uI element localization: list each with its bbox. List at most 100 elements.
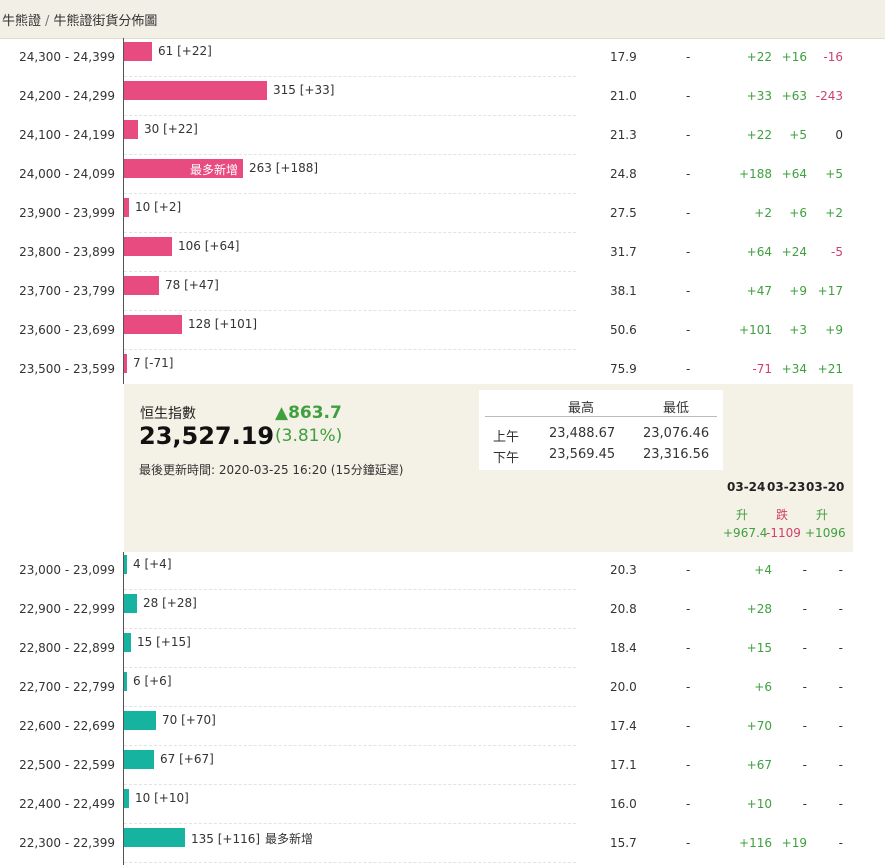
- strike-range: 23,700 - 23,799: [19, 284, 115, 298]
- header-high: 最高: [568, 401, 595, 416]
- table-row: 22,300 - 22,399 135 [+116] 最多新增 15.7 - +116 +1…: [0, 824, 885, 863]
- quantity-label: 6 [+6]: [133, 674, 172, 688]
- quantity-value: 135 [+116]: [191, 832, 261, 846]
- quantity-value: 30 [+22]: [144, 122, 198, 136]
- index-name: 恒生指數: [140, 406, 196, 422]
- strike-range: 22,900 - 22,999: [19, 602, 115, 616]
- quantity-bar: [124, 672, 127, 691]
- change-day-2: +64: [781, 167, 807, 181]
- strike-range: 22,500 - 22,599: [19, 758, 115, 772]
- change-day-2: +3: [789, 323, 807, 337]
- placeholder-dash: -: [686, 719, 691, 733]
- placeholder-dash: -: [686, 758, 691, 772]
- conversion-ratio: 17.9: [610, 50, 637, 64]
- quantity-label: 4 [+4]: [133, 557, 172, 571]
- row-divider: [124, 232, 576, 233]
- placeholder-dash: -: [686, 563, 691, 577]
- quantity-label: 106 [+64]: [178, 239, 239, 253]
- placeholder-dash: -: [686, 602, 691, 616]
- conversion-ratio: 31.7: [610, 245, 637, 259]
- change-day-3: -: [838, 680, 843, 694]
- change-day-2: -: [802, 680, 807, 694]
- change-day-3: +5: [825, 167, 843, 181]
- change-day-2: +5: [789, 128, 807, 142]
- change-day-2: -: [802, 719, 807, 733]
- change-day-2: +63: [781, 89, 807, 103]
- quantity-bar: [124, 198, 129, 217]
- row-divider: [124, 862, 576, 863]
- conversion-ratio: 50.6: [610, 323, 637, 337]
- quantity-label: 67 [+67]: [160, 752, 214, 766]
- change-day-1: +67: [746, 758, 772, 772]
- table-row: 24,000 - 24,099 最多新增 263 [+188] 24.8 - +188 +6…: [0, 155, 885, 194]
- conversion-ratio: 17.1: [610, 758, 637, 772]
- change-day-3: -: [838, 719, 843, 733]
- conversion-ratio: 21.0: [610, 89, 637, 103]
- strike-range: 23,900 - 23,999: [19, 206, 115, 220]
- session-pm-high: 23,569.45: [549, 447, 616, 462]
- change-day-1: +28: [746, 602, 772, 616]
- quantity-label: 263 [+188]: [249, 161, 318, 175]
- change-day-2: -: [802, 602, 807, 616]
- quantity-value: 128 [+101]: [188, 317, 258, 331]
- change-day-1: +4: [754, 563, 772, 577]
- strike-range: 23,000 - 23,099: [19, 563, 115, 577]
- strike-range: 22,400 - 22,499: [19, 797, 115, 811]
- change-day-1: +188: [739, 167, 772, 181]
- change-day-2: -: [802, 563, 807, 577]
- quantity-value: 10 [+10]: [135, 791, 189, 805]
- change-day-1: +10: [746, 797, 772, 811]
- quantity-label: 135 [+116] 最多新增: [191, 830, 313, 847]
- date-2-direction: 跌: [776, 508, 789, 522]
- change-day-3: -5: [831, 245, 843, 259]
- row-divider: [124, 589, 576, 590]
- strike-range: 23,500 - 23,599: [19, 362, 115, 376]
- change-day-1: +116: [739, 836, 772, 850]
- breadcrumb-link-root[interactable]: 牛熊證: [2, 14, 42, 29]
- change-day-3: -: [838, 641, 843, 655]
- quantity-label: 128 [+101]: [188, 317, 257, 331]
- breadcrumb: 牛熊證 / 牛熊證街貨分佈圖: [2, 10, 157, 29]
- change-day-3: -: [838, 758, 843, 772]
- change-day-1: -71: [752, 362, 772, 376]
- change-day-3: -243: [815, 89, 843, 103]
- placeholder-dash: -: [686, 284, 691, 298]
- conversion-ratio: 27.5: [610, 206, 637, 220]
- date-1-change: +967.4: [723, 526, 768, 540]
- strike-range: 24,200 - 24,299: [19, 89, 115, 103]
- quantity-label: 28 [+28]: [143, 596, 197, 610]
- quantity-bar: [124, 276, 159, 295]
- row-divider: [124, 115, 576, 116]
- quantity-label: 61 [+22]: [158, 44, 212, 58]
- row-divider: [124, 784, 576, 785]
- quantity-value: 67 [+67]: [160, 752, 214, 766]
- row-divider: [124, 76, 576, 77]
- change-day-1: +33: [746, 89, 772, 103]
- date-col-1: 03-24: [727, 480, 766, 494]
- strike-range: 24,100 - 24,199: [19, 128, 115, 142]
- quantity-bar: [124, 42, 152, 61]
- strike-range: 24,300 - 24,399: [19, 50, 115, 64]
- strike-range: 23,800 - 23,899: [19, 245, 115, 259]
- date-col-3: 03-20: [806, 480, 845, 494]
- header-low: 最低: [663, 401, 690, 416]
- session-pm-low: 23,316.56: [643, 447, 710, 462]
- change-day-1: +64: [746, 245, 772, 259]
- quantity-bar: [124, 120, 138, 139]
- quantity-bar: [124, 594, 137, 613]
- quantity-bar: [124, 354, 127, 373]
- chart-axis-top: [123, 38, 124, 384]
- quantity-bar: [124, 237, 172, 256]
- index-change: ▲863.7: [275, 403, 342, 423]
- change-day-3: -: [838, 602, 843, 616]
- row-divider: [124, 628, 576, 629]
- quantity-bar: [124, 315, 182, 334]
- most-added-tag: 最多新增: [265, 832, 314, 846]
- most-added-tag: 最多新增: [189, 163, 238, 177]
- table-row: 23,600 - 23,699 128 [+101] 50.6 - +101 +3 +9: [0, 311, 885, 350]
- change-day-2: +9: [789, 284, 807, 298]
- placeholder-dash: -: [686, 323, 691, 337]
- quantity-value: 263 [+188]: [249, 161, 319, 175]
- conversion-ratio: 17.4: [610, 719, 637, 733]
- quantity-label: 70 [+70]: [162, 713, 216, 727]
